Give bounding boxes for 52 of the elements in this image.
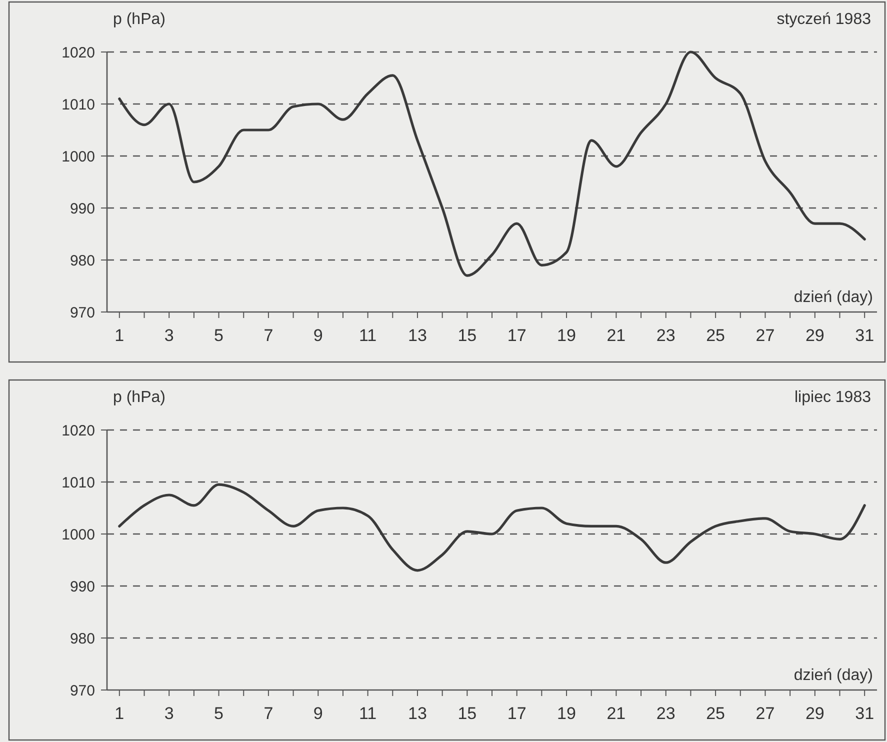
- x-tick-label: 31: [855, 704, 874, 723]
- x-tick-label: 23: [656, 326, 676, 345]
- x-tick-label: 3: [164, 704, 174, 723]
- x-tick-label: 1: [114, 326, 124, 345]
- x-tick-label: 21: [606, 326, 626, 345]
- x-tick-label: 3: [164, 326, 174, 345]
- chart-title: styczeń 1983: [776, 11, 872, 28]
- x-tick-label: 27: [756, 326, 775, 345]
- y-tick-label: 1000: [62, 526, 95, 544]
- x-tick-label: 5: [214, 704, 224, 723]
- x-tick-label: 5: [214, 326, 224, 345]
- x-tick-label: 11: [358, 704, 377, 723]
- x-tick-label: 13: [408, 704, 427, 723]
- x-tick-label: 15: [458, 326, 477, 345]
- y-tick-label: 1020: [62, 422, 95, 440]
- y-tick-label: 980: [70, 630, 95, 648]
- x-tick-label: 13: [408, 326, 427, 345]
- x-tick-label: 17: [507, 704, 526, 723]
- y-tick-label: 1020: [62, 44, 95, 62]
- y-tick-label: 970: [70, 304, 95, 322]
- y-tick-label: 1010: [62, 474, 95, 492]
- x-tick-label: 27: [756, 704, 775, 723]
- x-tick-label: 9: [313, 704, 323, 723]
- x-tick-label: 11: [358, 326, 377, 345]
- y-tick-label: 1010: [62, 96, 95, 114]
- y-tick-label: 990: [70, 200, 95, 218]
- x-tick-label: 15: [458, 704, 477, 723]
- y-tick-label: 980: [70, 252, 95, 270]
- x-tick-label: 1: [114, 704, 124, 723]
- x-tick-label: 31: [855, 326, 874, 345]
- x-tick-label: 17: [507, 326, 526, 345]
- y-tick-label: 990: [70, 578, 95, 596]
- x-axis-title: dzień (day): [794, 667, 873, 684]
- x-axis-title: dzień (day): [794, 289, 873, 306]
- y-tick-label: 970: [70, 682, 95, 700]
- x-tick-label: 25: [706, 326, 726, 345]
- y-axis-title: p (hPa): [113, 389, 166, 406]
- chart-title: lipiec 1983: [794, 389, 872, 406]
- x-tick-label: 23: [656, 704, 676, 723]
- x-tick-label: 7: [264, 326, 274, 345]
- x-tick-label: 29: [805, 326, 824, 345]
- y-axis-title: p (hPa): [113, 11, 166, 28]
- x-tick-label: 9: [313, 326, 323, 345]
- x-tick-label: 25: [706, 704, 726, 723]
- x-tick-label: 19: [557, 704, 576, 723]
- x-tick-label: 21: [606, 704, 626, 723]
- line-series: [118, 50, 866, 277]
- line-series: [118, 483, 866, 572]
- x-tick-label: 29: [805, 704, 824, 723]
- y-tick-label: 1000: [62, 148, 95, 166]
- x-tick-label: 19: [557, 326, 576, 345]
- x-tick-label: 7: [264, 704, 274, 723]
